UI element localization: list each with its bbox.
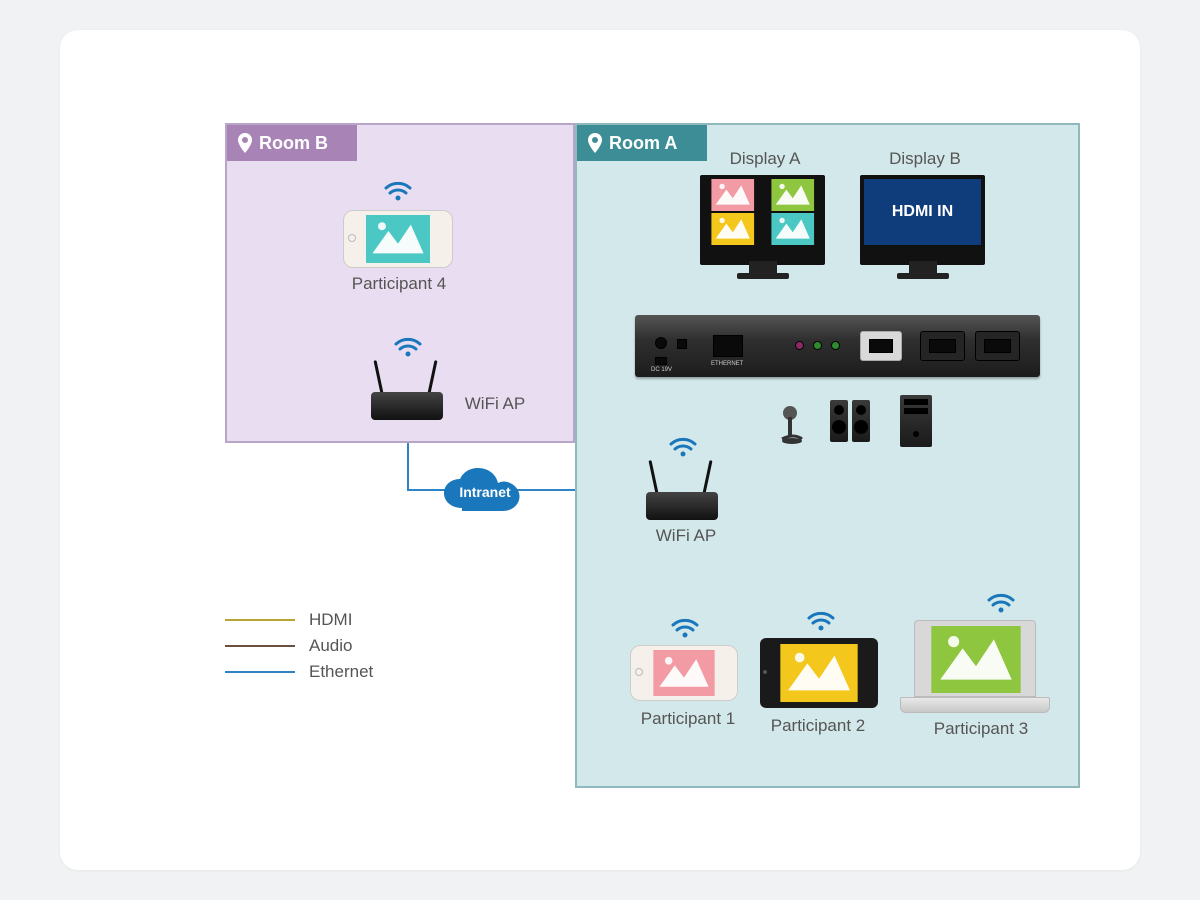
- display-a-label: Display A: [710, 149, 820, 169]
- wifi-icon: [986, 590, 1016, 619]
- participant-1-phone: [630, 645, 738, 701]
- wifi-ap-a-label: WiFi AP: [646, 526, 726, 546]
- wifi-icon: [383, 178, 413, 207]
- intranet-cloud: Intranet: [440, 468, 530, 516]
- participant-3-laptop: [900, 620, 1050, 715]
- legend-row: Audio: [225, 636, 373, 656]
- wifi-icon: [393, 334, 423, 363]
- room-a-label: Room A: [609, 133, 677, 154]
- pin-icon: [587, 133, 603, 153]
- wifi-icon: [668, 434, 698, 463]
- legend-label: Ethernet: [309, 662, 373, 682]
- participant-2-tablet: [760, 638, 878, 708]
- microphone-icon: [780, 405, 808, 450]
- display-b-monitor: HDMI IN: [860, 175, 985, 265]
- participant-4-label: Participant 4: [339, 274, 459, 294]
- legend-row: Ethernet: [225, 662, 373, 682]
- display-b-label: Display B: [870, 149, 980, 169]
- wifi-ap-b-label: WiFi AP: [455, 394, 535, 414]
- room-a-header: Room A: [577, 125, 707, 161]
- participant-4-phone: [343, 210, 453, 268]
- legend-label: Audio: [309, 636, 352, 656]
- room-b-label: Room B: [259, 133, 328, 154]
- wifi-icon: [670, 615, 700, 644]
- legend: HDMI Audio Ethernet: [225, 610, 373, 688]
- participant-2-label: Participant 2: [758, 716, 878, 736]
- presentation-switch: DC 19V ETHERNET: [635, 315, 1040, 377]
- room-b-header: Room B: [227, 125, 357, 161]
- legend-row: HDMI: [225, 610, 373, 630]
- legend-label: HDMI: [309, 610, 352, 630]
- legend-swatch: [225, 619, 295, 621]
- legend-swatch: [225, 671, 295, 673]
- legend-swatch: [225, 645, 295, 647]
- participant-3-label: Participant 3: [916, 719, 1046, 739]
- diagram-canvas: Room B Room A HDMI Audio Ethernet Intranet: [60, 30, 1140, 870]
- intranet-label: Intranet: [440, 484, 530, 500]
- wifi-router-a: [640, 460, 724, 530]
- wifi-icon: [806, 608, 836, 637]
- display-a-monitor: [700, 175, 825, 265]
- participant-1-label: Participant 1: [628, 709, 748, 729]
- wifi-router-b: [365, 360, 449, 430]
- pin-icon: [237, 133, 253, 153]
